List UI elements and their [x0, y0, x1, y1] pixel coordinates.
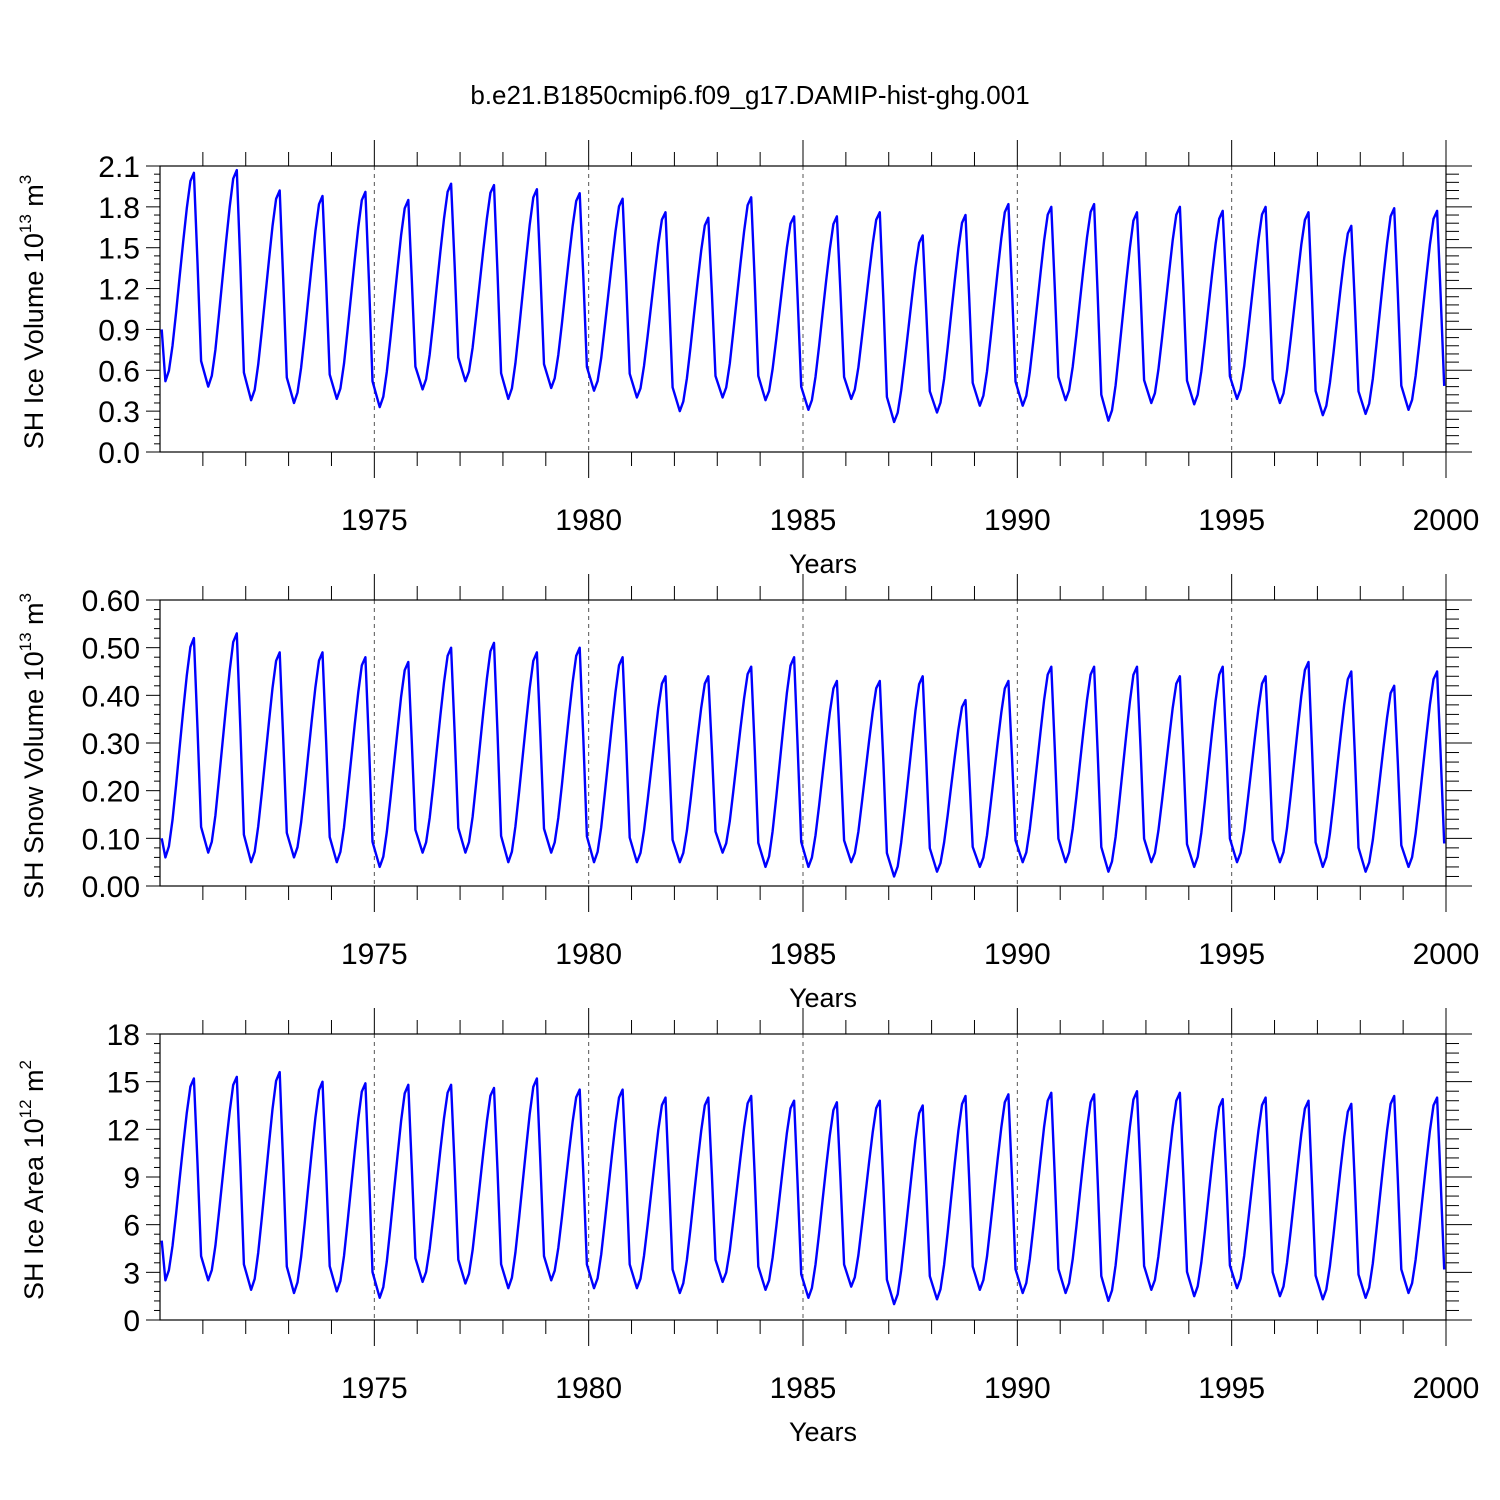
y-tick-label: 0.9 — [98, 314, 140, 347]
y-tick-label: 0.30 — [82, 728, 140, 761]
x-tick-label: 1990 — [984, 504, 1051, 537]
x-tick-label: 1980 — [555, 504, 622, 537]
chart-panel-ice-area: 0 3 6 9 12 15 18 1975 1980 1985 1990 1995 2000 Years S… — [16, 1008, 1479, 1447]
y-tick-label: 0 — [123, 1305, 140, 1338]
chart-panel-ice-volume: 0.0 0.3 0.6 0.9 1.2 1.5 1.8 2.1 1975 1980 1985 1990… — [16, 140, 1479, 579]
y-tick-label: 0.20 — [82, 776, 140, 809]
y-tick-label: 0.00 — [82, 871, 140, 904]
y-axis-label: SH Ice Volume 1013 m3 — [16, 175, 49, 450]
panels: 0.0 0.3 0.6 0.9 1.2 1.5 1.8 2.1 1975 1980 1985 1990… — [16, 140, 1479, 1447]
x-tick-label: 1975 — [341, 938, 408, 971]
x-tick-label: 1985 — [770, 504, 837, 537]
x-axis-label: Years — [789, 1417, 857, 1447]
y-tick-label: 0.60 — [82, 585, 140, 618]
x-tick-label: 2000 — [1413, 938, 1480, 971]
y-tick-label: 0.6 — [98, 355, 140, 388]
y-tick-label: 1.2 — [98, 274, 140, 307]
series-line-ice-area — [160, 1070, 1446, 1306]
series-line-snow-volume — [160, 632, 1446, 878]
y-tick-label: 1.8 — [98, 192, 140, 225]
y-tick-label: 2.1 — [98, 151, 140, 184]
x-axis-label: Years — [789, 983, 857, 1013]
y-tick-label: 18 — [107, 1019, 140, 1052]
y-tick-label: 0.0 — [98, 437, 140, 470]
y-tick-label: 0.40 — [82, 680, 140, 713]
x-tick-label: 1995 — [1198, 504, 1265, 537]
x-tick-label: 1995 — [1198, 938, 1265, 971]
y-axis-label: SH Snow Volume 1013 m3 — [16, 593, 49, 899]
x-tick-label: 1990 — [984, 1372, 1051, 1405]
y-tick-label: 3 — [123, 1257, 140, 1290]
x-tick-label: 1985 — [770, 1372, 837, 1405]
x-tick-label: 2000 — [1413, 504, 1480, 537]
chart-title: b.e21.B1850cmip6.f09_g17.DAMIP-hist-ghg.… — [470, 80, 1029, 110]
y-tick-label: 15 — [107, 1067, 140, 1100]
y-tick-label: 1.5 — [98, 233, 140, 266]
x-tick-label: 1995 — [1198, 1372, 1265, 1405]
chart-panel-snow-volume: 0.00 0.10 0.20 0.30 0.40 0.50 0.60 1975 1980 1985… — [16, 574, 1479, 1013]
y-tick-label: 9 — [123, 1162, 140, 1195]
x-axis-label: Years — [789, 549, 857, 579]
y-tick-label: 0.3 — [98, 396, 140, 429]
x-tick-label: 1985 — [770, 938, 837, 971]
y-tick-label: 0.10 — [82, 823, 140, 856]
x-tick-label: 2000 — [1413, 1372, 1480, 1405]
y-tick-label: 12 — [107, 1114, 140, 1147]
x-tick-label: 1980 — [555, 1372, 622, 1405]
y-axis-label: SH Ice Area 1012 m2 — [16, 1060, 49, 1300]
x-tick-label: 1990 — [984, 938, 1051, 971]
y-tick-label: 6 — [123, 1210, 140, 1243]
series-line-ice-volume — [160, 168, 1446, 424]
x-tick-label: 1975 — [341, 1372, 408, 1405]
x-tick-label: 1975 — [341, 504, 408, 537]
y-tick-label: 0.50 — [82, 633, 140, 666]
x-tick-label: 1980 — [555, 938, 622, 971]
